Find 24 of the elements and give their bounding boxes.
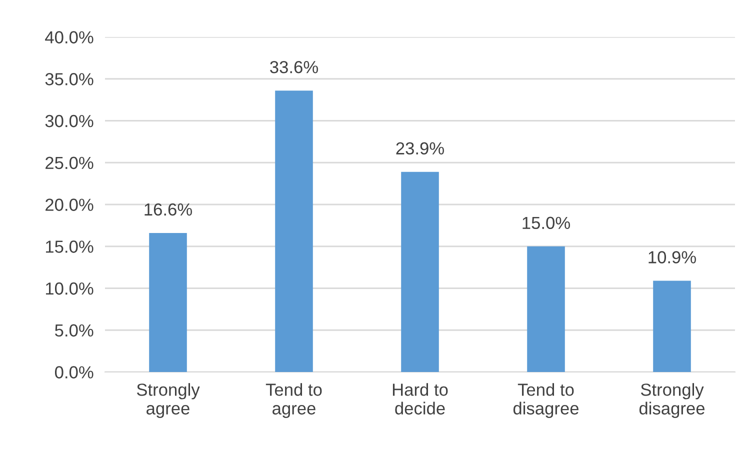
data-label: 16.6% [144, 203, 192, 216]
y-tick-label: 10.0% [46, 282, 94, 295]
data-label: 15.0% [522, 216, 570, 230]
x-tick-label: Strongly disagree [639, 383, 705, 418]
bar [527, 246, 565, 372]
y-tick-label: 5.0% [55, 324, 94, 337]
data-label: 10.9% [648, 251, 696, 264]
data-label: 33.6% [270, 60, 318, 74]
x-tick-label: Hard to decide [392, 383, 448, 415]
y-tick-label: 40.0% [45, 31, 94, 44]
bar [275, 90, 313, 372]
x-tick-label: Tend to agree [266, 383, 322, 418]
bar [653, 280, 691, 372]
x-tick-label: Tend to disagree [513, 383, 579, 418]
y-tick-label: 0.0% [54, 366, 94, 378]
data-label: 23.9% [396, 142, 444, 155]
y-tick-label: 25.0% [46, 156, 94, 170]
y-tick-label: 35.0% [45, 73, 94, 86]
y-tick-label: 15.0% [46, 240, 94, 253]
y-tick-label: 30.0% [45, 114, 94, 128]
bar [401, 172, 439, 372]
x-tick-label: Strongly agree [136, 383, 200, 418]
bar [149, 232, 187, 372]
y-tick-label: 20.0% [46, 198, 94, 211]
